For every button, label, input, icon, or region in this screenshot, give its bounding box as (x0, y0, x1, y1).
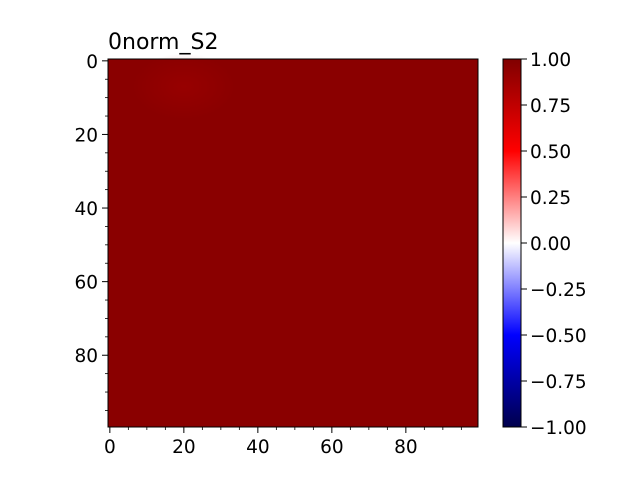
colorbar-tick-label: −0.75 (530, 372, 587, 393)
x-tick-label: 40 (246, 437, 270, 458)
colorbar-tick-label: 0.50 (530, 142, 571, 163)
y-tick-label: 40 (74, 199, 98, 220)
colorbar-tick-label: −1.00 (530, 418, 587, 439)
x-tick-label: 20 (172, 437, 196, 458)
colorbar-gradient (502, 58, 522, 428)
heatmap-hotspot (132, 53, 236, 120)
colorbar-tick-label: 0.25 (530, 188, 571, 209)
chart-title: 0norm_S2 (108, 30, 218, 55)
colorbar-tick-label: −0.25 (530, 280, 587, 301)
colorbar-tick-label: −0.50 (530, 326, 587, 347)
y-tick-label: 80 (74, 346, 98, 367)
y-tick-label: 60 (74, 273, 98, 294)
colorbar-axis: 1.00 0.75 0.50 0.25 0.00 −0.25 −0.50 −0.75 −1.00 (521, 50, 587, 439)
y-tick-label: 0 (86, 52, 98, 73)
colorbar: 1.00 0.75 0.50 0.25 0.00 −0.25 −0.50 −0.75 −1.00 (502, 50, 587, 439)
x-tick-label: 60 (320, 437, 344, 458)
colorbar-tick-label: 0.75 (530, 96, 571, 117)
x-tick-label: 80 (394, 437, 418, 458)
colorbar-tick-label: 1.00 (530, 50, 571, 71)
x-tick-label: 0 (104, 437, 116, 458)
y-tick-label: 20 (74, 125, 98, 146)
heatmap-field (108, 59, 478, 427)
colorbar-tick-label: 0.00 (530, 234, 571, 255)
y-axis: 0 20 40 60 80 (74, 52, 108, 411)
heatmap-frame (107, 58, 479, 428)
heatmap (107, 53, 479, 428)
x-axis: 0 20 40 60 80 (104, 427, 462, 458)
